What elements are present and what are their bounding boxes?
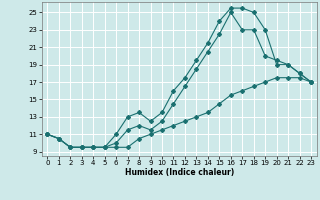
X-axis label: Humidex (Indice chaleur): Humidex (Indice chaleur): [124, 168, 234, 177]
